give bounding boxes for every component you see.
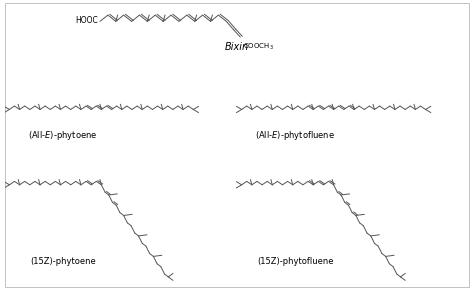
Text: (15Z)-phytoene: (15Z)-phytoene: [30, 257, 96, 266]
Text: (All-$E$)-phytofluene: (All-$E$)-phytofluene: [255, 128, 335, 142]
Text: (All-$E$)-phytoene: (All-$E$)-phytoene: [28, 128, 98, 142]
Text: HOOC: HOOC: [75, 16, 98, 25]
Text: (15Z)-phytofluene: (15Z)-phytofluene: [257, 257, 333, 266]
Text: Bixin: Bixin: [225, 42, 249, 52]
Text: COOCH$_3$: COOCH$_3$: [243, 42, 273, 52]
